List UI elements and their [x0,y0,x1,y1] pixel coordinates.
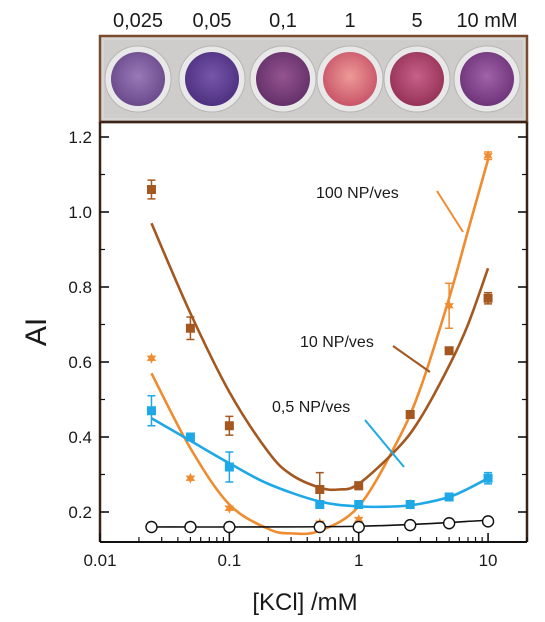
data-point-10-np-ves [483,293,493,303]
well-6-fill [460,52,514,106]
plot-frame [98,120,529,543]
data-point-0-5-np-ves [224,462,234,472]
annotation-leaders [364,190,464,468]
data-markers [145,150,495,534]
data-point-100-np-ves [353,514,364,525]
data-point-10-np-ves [405,410,415,419]
data-point-10-np-ves [315,485,325,494]
data-point-0-5-np-ves [185,432,195,442]
x-tick-label: 1 [354,551,363,570]
data-point-0-5-np-ves [315,500,325,509]
x-axis-label: [KCl] /mM [252,589,357,616]
well-4-fill [323,52,377,106]
y-tick-label: 0.8 [68,278,92,297]
data-point-control [481,515,495,528]
y-tick-label: 1.2 [68,128,92,147]
data-point-10-np-ves [444,346,454,356]
conc-label-4: 1 [344,10,355,32]
data-point-control [403,518,417,532]
data-point-0-5-np-ves [146,406,156,416]
data-point-100-np-ves [185,472,196,484]
x-tick-label: 10 [479,551,498,570]
data-point-10-np-ves [146,185,156,194]
leader-05 [364,419,405,468]
leader-10 [392,345,431,373]
data-point-control [145,520,158,534]
annotation-100-np: 100 NP/ves [316,185,399,202]
x-tick-label: 0.01 [83,551,116,570]
data-point-control [352,520,365,534]
data-point-0-5-np-ves [354,500,364,509]
annotation-10-np: 10 NP/ves [300,334,374,351]
data-point-10-np-ves [224,421,234,431]
conc-label-6: 10 mM [456,10,517,32]
well-3-fill [256,52,310,106]
data-point-0-5-np-ves [405,500,415,509]
well-2-fill [185,52,239,106]
well-5-fill [390,52,444,106]
y-tick-label: 0.6 [68,353,92,372]
data-point-100-np-ves [146,352,157,364]
well-1-fill [111,52,165,106]
data-point-100-np-ves [224,502,235,514]
annotation-05-np: 0,5 NP/ves [272,399,350,416]
x-tick-label: 0.1 [218,551,242,570]
data-point-10-np-ves [354,481,364,491]
axes: 0.01 0.1 1 10 0.2 0.4 0.6 0.8 1.0 1.2 [68,128,528,570]
plate-labels: 0,025 0,05 0,1 1 5 10 mM [113,10,518,32]
y-axis-label: AI [20,318,53,346]
conc-label-5: 5 [411,10,422,32]
y-tick-label: 0.4 [68,428,92,447]
y-tick-label: 0.2 [68,503,92,522]
data-point-control [223,520,236,534]
well-plate [98,34,529,124]
leader-100 [436,190,464,233]
data-point-control [442,517,456,530]
fit-curve-100-np-ves [150,159,490,536]
data-point-100-np-ves [444,300,454,312]
conc-label-1: 0,025 [113,10,163,32]
data-point-100-np-ves [483,150,493,162]
data-point-0-5-np-ves [483,473,493,483]
data-point-0-5-np-ves [444,492,454,502]
data-point-10-np-ves [185,323,195,333]
data-point-control [184,520,197,534]
y-tick-label: 1.0 [68,203,92,222]
fit-curve-10-np-ves [150,222,490,492]
conc-label-3: 0,1 [269,10,297,32]
conc-label-2: 0,05 [193,10,232,32]
data-point-control [313,520,326,534]
